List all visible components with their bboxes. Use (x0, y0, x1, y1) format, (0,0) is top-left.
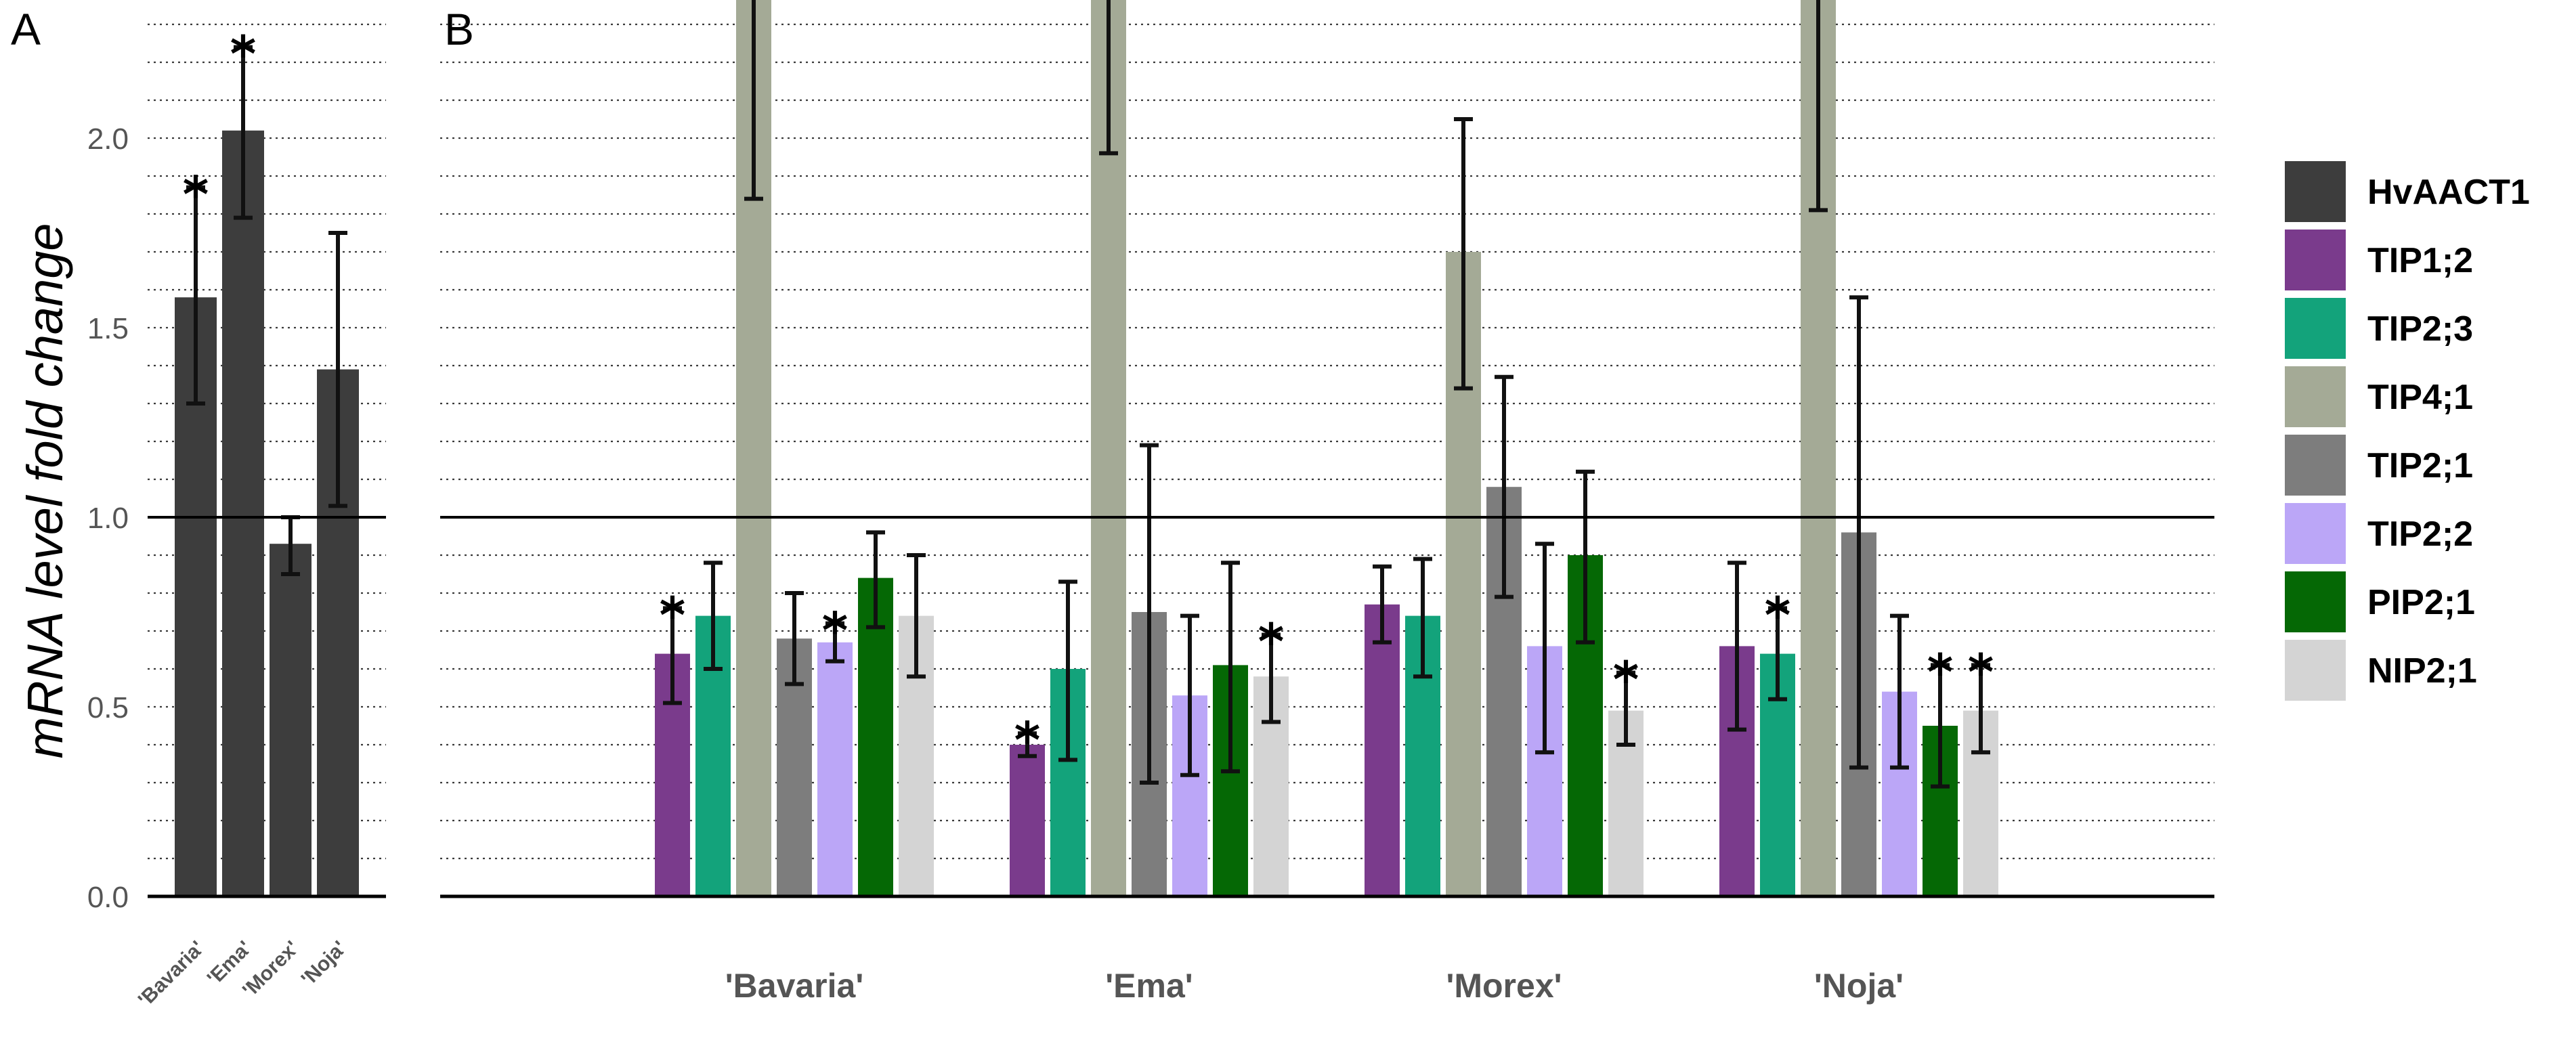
y-tick-label: 0.5 (87, 691, 129, 724)
legend: HvAACT1 TIP1;2 TIP2;3 TIP4;1 TIP2;1 TIP2;2 PIP… (2285, 161, 2530, 701)
bar-a-morex (270, 544, 312, 896)
significance-star-b-bavaria-tip1-2: * (660, 586, 686, 645)
x-tick-label-a-noja: 'Noja' (297, 937, 351, 990)
significance-star-b-ema-nip2-1: * (1258, 613, 1285, 672)
legend-label-hvaact1: HvAACT1 (2367, 173, 2530, 212)
legend-label-tip1-2: TIP1;2 (2367, 241, 2473, 280)
significance-star-a-bavaria: * (183, 166, 209, 224)
legend-label-nip2-1: NIP2;1 (2367, 651, 2477, 691)
x-tick-label-a-bavaria: 'Bavaria' (134, 937, 209, 1011)
x-tick-label-b-bavaria: 'Bavaria' (725, 967, 863, 1005)
significance-star-b-noja-tip2-3: * (1765, 586, 1791, 645)
legend-swatch-tip1-2 (2285, 230, 2346, 290)
axes (148, 516, 2214, 898)
significance-star-b-noja-pip2-1: * (1927, 643, 1954, 701)
significance-star-a-ema: * (230, 26, 257, 84)
legend-swatch-pip2-1 (2285, 571, 2346, 632)
x-axis-ticks: 'Bavaria''Ema''Morex''Noja' 'Bavaria' 'Ema… (134, 937, 1904, 1011)
panel-a-label: A (11, 4, 41, 54)
x-tick-label-b-morex: 'Morex' (1446, 967, 1562, 1005)
legend-swatch-nip2-1 (2285, 640, 2346, 701)
legend-label-pip2-1: PIP2;1 (2367, 583, 2475, 622)
significance-markers: *********** (183, 26, 1994, 770)
error-bars (186, 0, 1990, 789)
y-tick-label: 1.0 (87, 502, 129, 535)
legend-swatch-tip4-1 (2285, 366, 2346, 427)
bars (175, 0, 1998, 897)
y-tick-label: 2.0 (87, 123, 129, 156)
panel-b-label: B (444, 4, 474, 54)
legend-swatch-tip2-2 (2285, 503, 2346, 564)
significance-star-b-morex-nip2-1: * (1613, 651, 1639, 710)
significance-star-b-noja-nip2-1: * (1968, 643, 1994, 701)
legend-label-tip2-2: TIP2;2 (2367, 515, 2473, 554)
x-tick-label-b-noja: 'Noja' (1814, 967, 1904, 1005)
legend-label-tip2-1: TIP2;1 (2367, 446, 2473, 485)
x-tick-label-b-ema: 'Ema' (1105, 967, 1193, 1005)
legend-swatch-hvaact1 (2285, 161, 2346, 222)
significance-star-b-bavaria-tip2-2: * (822, 602, 849, 660)
y-tick-label: 0.0 (87, 881, 129, 914)
legend-label-tip4-1: TIP4;1 (2367, 378, 2473, 417)
legend-swatch-tip2-1 (2285, 435, 2346, 496)
bar-a-ema (222, 130, 264, 896)
y-axis-label: mRNA level fold change (17, 223, 73, 758)
legend-label-tip2-3: TIP2;3 (2367, 309, 2473, 349)
bar-b-ema-tip1-2 (1010, 745, 1045, 896)
legend-swatch-tip2-3 (2285, 298, 2346, 359)
bar-b-bavaria-pip2-1 (858, 578, 893, 896)
y-axis-ticks: 0.00.51.01.52.02.53.03.54.0 (87, 123, 129, 914)
bar-b-bavaria-tip2-2 (817, 642, 853, 896)
significance-star-b-ema-tip1-2: * (1014, 712, 1041, 770)
bar-b-morex-tip1-2 (1365, 604, 1400, 896)
y-tick-label: 1.5 (87, 312, 129, 345)
